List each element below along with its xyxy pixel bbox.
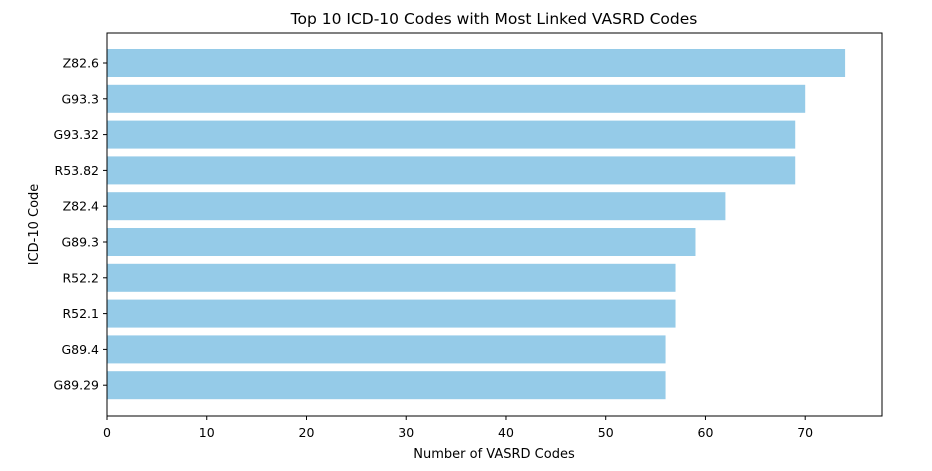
y-tick-label: G89.3 [61,235,99,250]
bar-R52-1 [107,299,676,328]
bar-R53-82 [107,156,796,185]
bar-G89-3 [107,228,696,256]
y-tick-label: R52.1 [62,306,99,321]
y-tick-label: Z82.6 [63,56,99,71]
bar-Z82-4 [107,192,726,221]
bar-G93-32 [107,120,796,149]
x-tick-label: 0 [103,425,111,440]
x-tick-label: 40 [498,425,514,440]
x-axis-label: Number of VASRD Codes [413,447,575,462]
bar-Z82-6 [107,49,846,77]
y-tick-label: G89.29 [54,378,100,393]
bar-G89-29 [107,371,666,400]
bar-R52-2 [107,263,676,292]
y-tick-label: G93.3 [61,91,99,106]
y-tick-label: R53.82 [55,163,99,178]
x-tick-label: 70 [797,425,813,440]
bar-G93-3 [107,84,806,113]
x-tick-label: 60 [698,425,714,440]
x-tick-label: 50 [598,425,614,440]
y-tick-label: R52.2 [62,270,99,285]
x-tick-label: 30 [398,425,414,440]
bar-G89-4 [107,335,666,364]
y-axis: Z82.6 G93.3 G93.32 R53.82 Z82.4 G89.3 R52.2 R52… [54,56,107,393]
plot-frame [106,32,883,417]
y-tick-label: G93.32 [54,127,99,142]
y-axis-label: ICD-10 Code [27,184,42,266]
y-tick-label: G89.4 [61,342,99,357]
x-tick-label: 20 [299,425,315,440]
chart-title: Top 10 ICD-10 Codes with Most Linked VAS… [290,10,698,28]
x-axis: 0 10 20 30 40 50 60 70 [103,416,813,440]
y-tick-label: Z82.4 [63,199,99,214]
bars-group [107,49,846,400]
x-tick-label: 10 [199,425,215,440]
